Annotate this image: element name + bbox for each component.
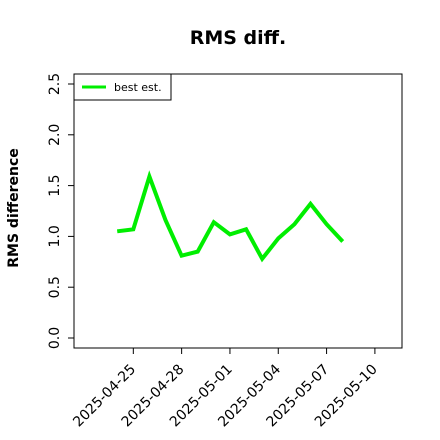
y-tick-label: 2.0 <box>47 124 63 146</box>
y-tick-label: 2.5 <box>47 73 63 95</box>
y-axis-label: RMS difference <box>6 148 22 268</box>
legend: best est. <box>73 73 172 101</box>
y-tick-label: 0.5 <box>47 276 63 298</box>
y-tick-label: 1.5 <box>47 174 63 196</box>
y-tick-label: 0.0 <box>47 327 63 349</box>
series-line-best-est <box>116 170 345 263</box>
y-axis: 0.0 0.5 1.0 1.5 2.0 2.5 <box>47 73 74 349</box>
series-group <box>116 170 345 263</box>
legend-label: best est. <box>114 81 162 94</box>
plot-area-frame <box>73 73 403 349</box>
x-axis: 2025-04-252025-04-282025-05-012025-05-04… <box>70 348 381 430</box>
y-tick-label: 1.0 <box>47 225 63 247</box>
chart-title: RMS diff. <box>190 27 287 49</box>
